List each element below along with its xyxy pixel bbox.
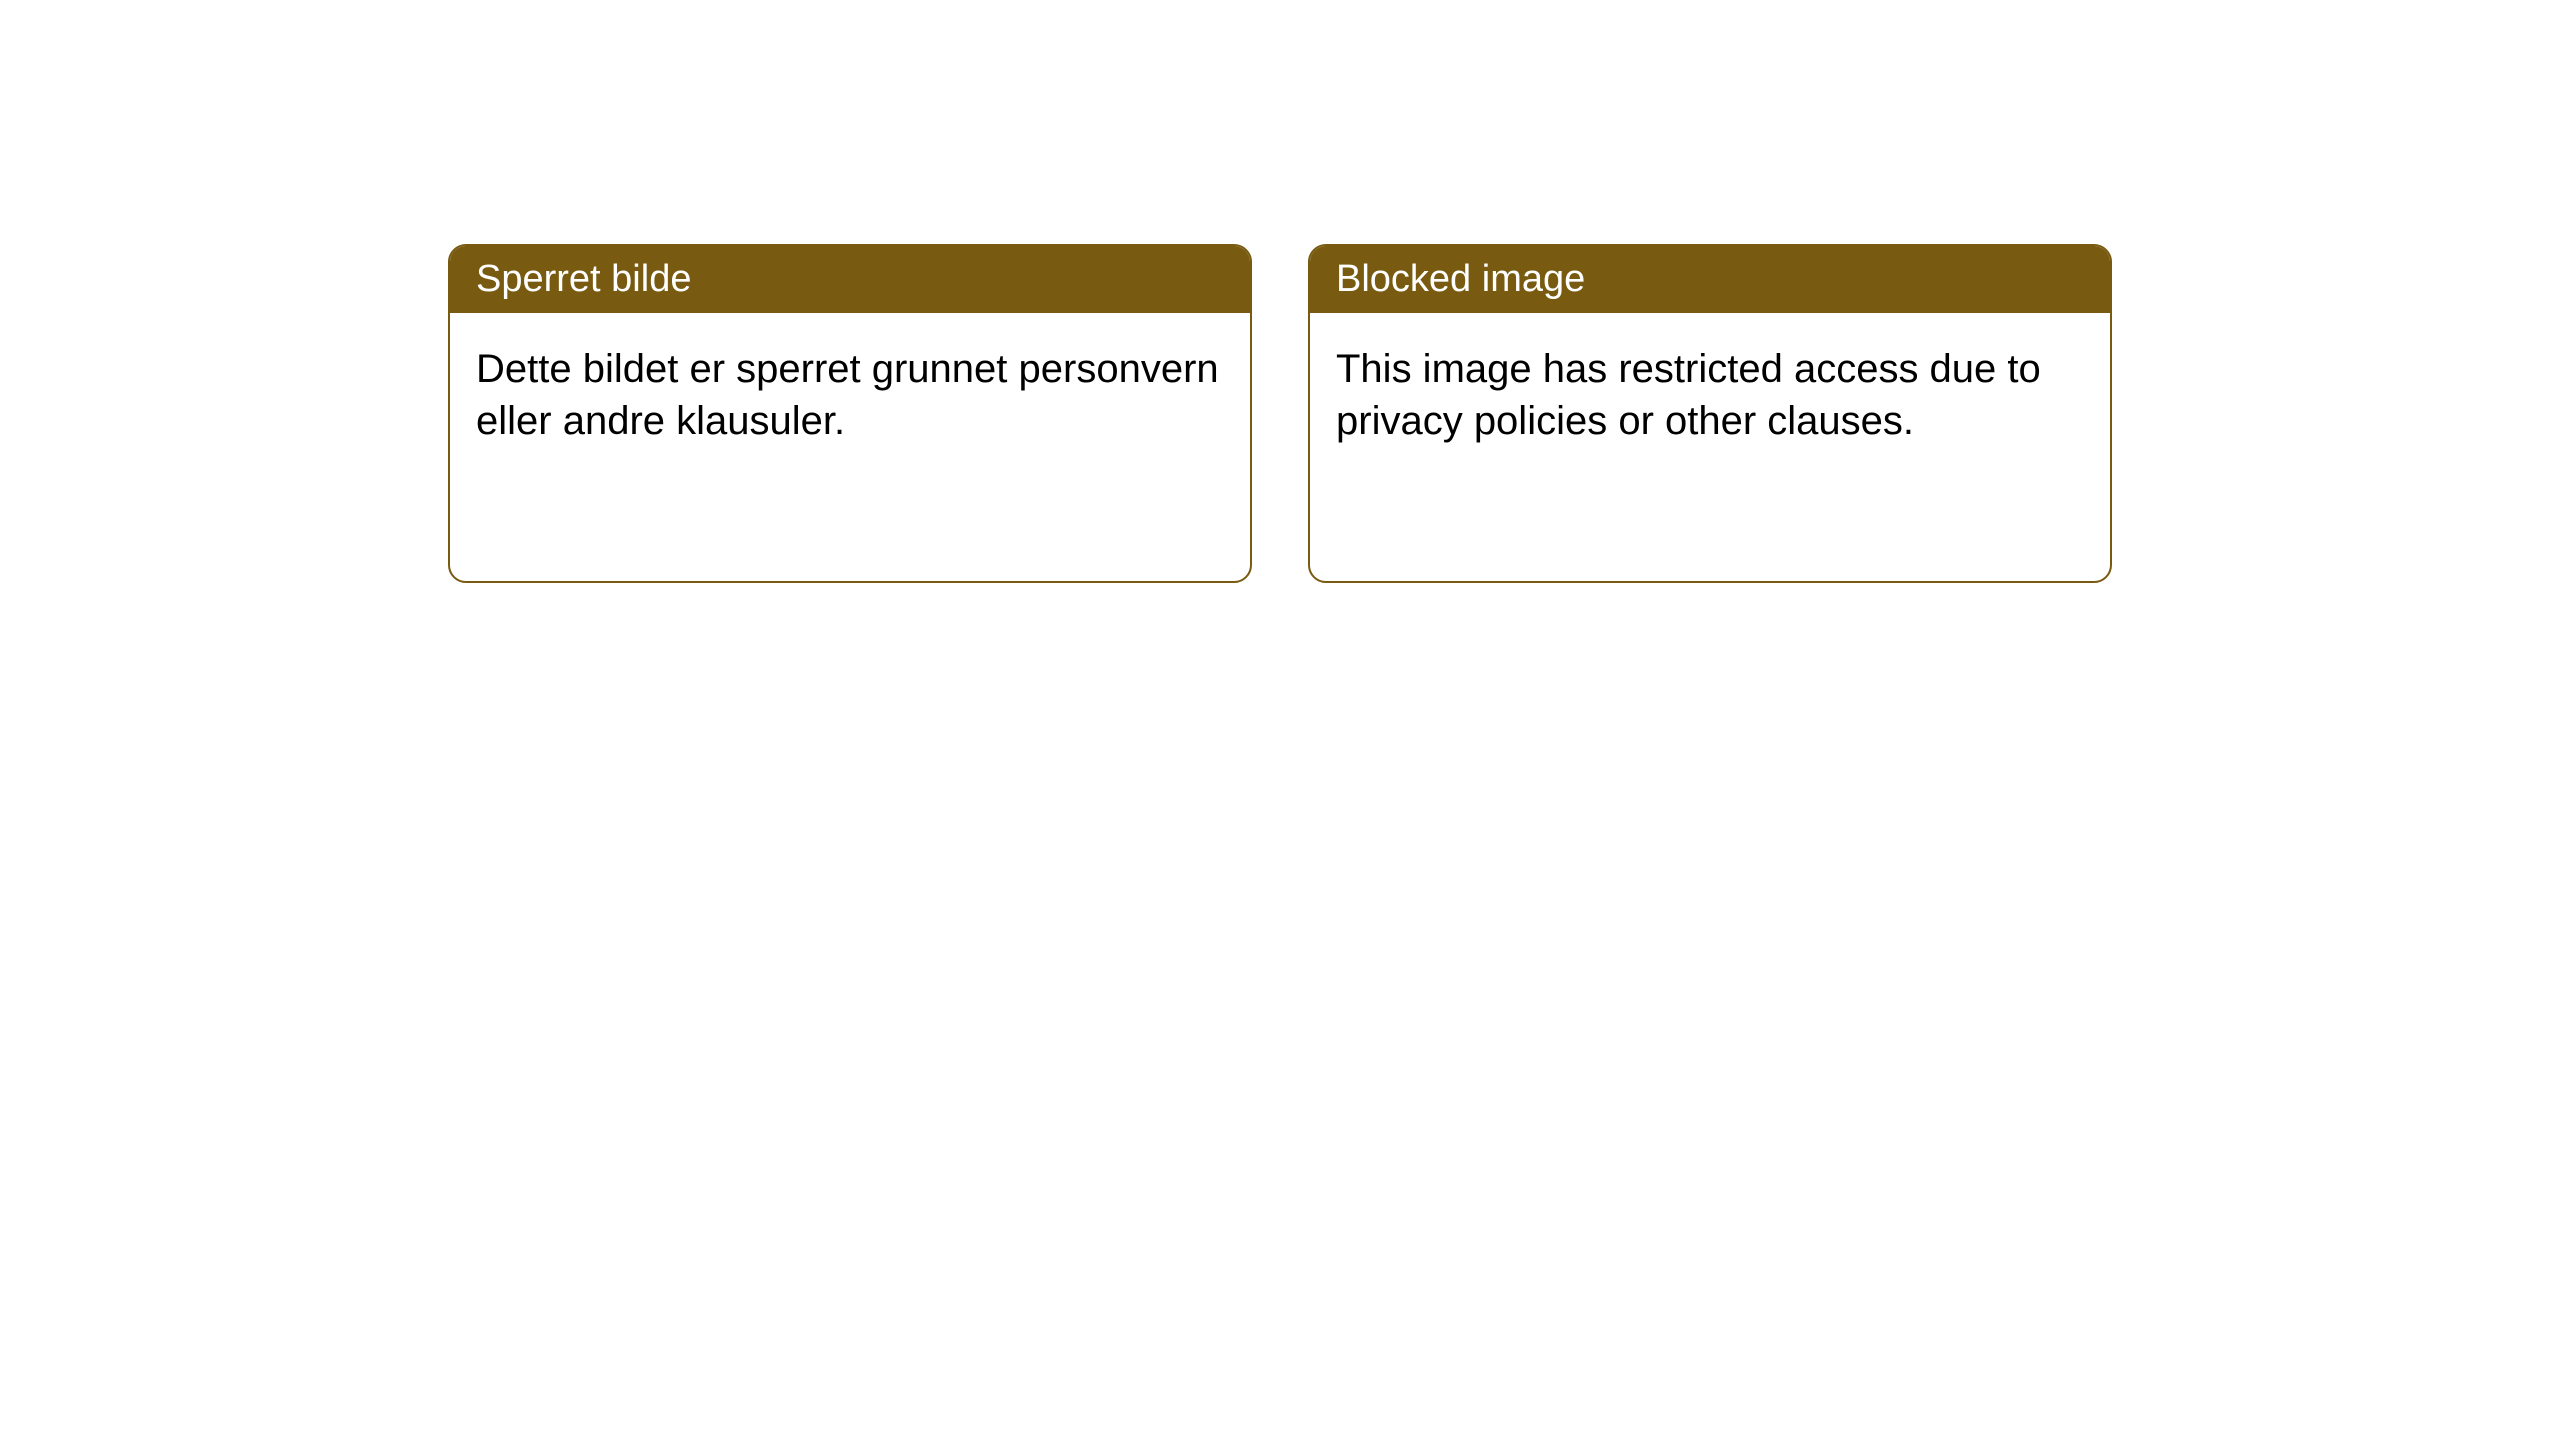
- notice-title: Sperret bilde: [476, 258, 691, 300]
- notice-body: Dette bildet er sperret grunnet personve…: [450, 313, 1250, 581]
- notice-text: Dette bildet er sperret grunnet personve…: [476, 347, 1219, 443]
- notice-container: Sperret bilde Dette bildet er sperret gr…: [0, 0, 2560, 583]
- notice-card-english: Blocked image This image has restricted …: [1308, 244, 2112, 583]
- notice-header: Sperret bilde: [450, 246, 1250, 313]
- notice-title: Blocked image: [1336, 258, 1585, 300]
- notice-text: This image has restricted access due to …: [1336, 347, 2041, 443]
- notice-card-norwegian: Sperret bilde Dette bildet er sperret gr…: [448, 244, 1252, 583]
- notice-header: Blocked image: [1310, 246, 2110, 313]
- notice-body: This image has restricted access due to …: [1310, 313, 2110, 581]
